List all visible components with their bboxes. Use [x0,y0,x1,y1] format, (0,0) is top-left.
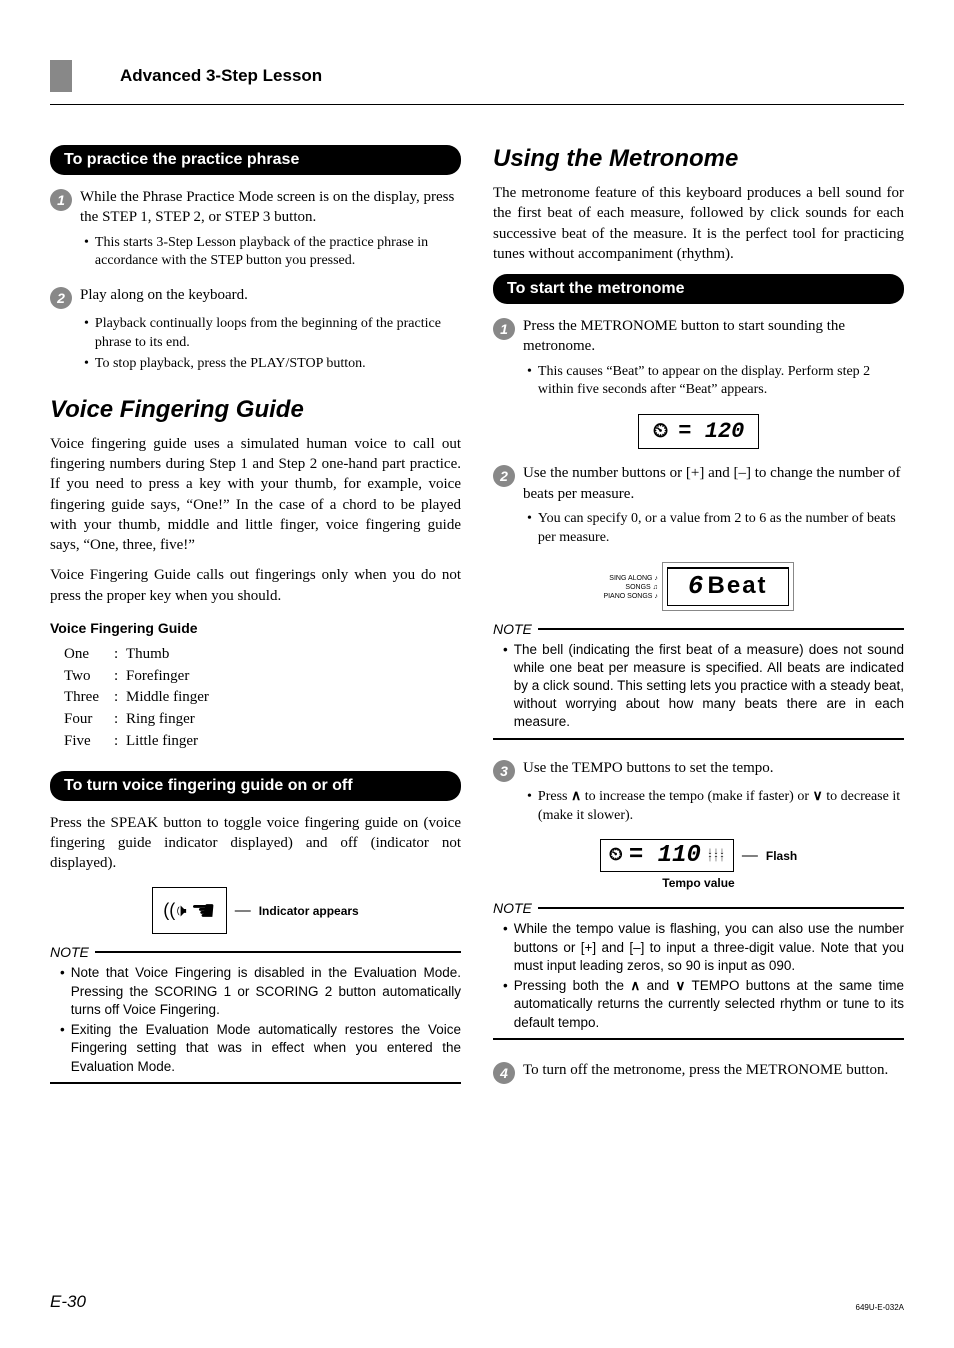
finger-row: One:Thumb [64,644,461,666]
page-header: Advanced 3-Step Lesson [50,60,904,105]
step-badge-4: 4 [493,1062,515,1084]
note-item: Note that Voice Fingering is disabled in… [60,964,461,1019]
indicator-box: ((🕩 ☚ [152,887,226,934]
step-badge-2: 2 [50,287,72,309]
vfg-para-2: Voice Fingering Guide calls out fingerin… [50,565,461,606]
finger-row: Three:Middle finger [64,687,461,709]
down-chevron-icon: ∨ [813,789,823,804]
finger-row: Two:Forefinger [64,666,461,688]
indicator-figure: ((🕩 ☚ — Indicator appears [50,887,461,934]
metro-step-2-bullet: You can specify 0, or a value from 2 to … [527,510,904,548]
metronome-heading: Using the Metronome [493,145,904,173]
page-number: E-30 [50,1292,86,1312]
note-block-left: NOTE Note that Voice Fingering is disabl… [50,944,461,1083]
up-chevron-icon: ∧ [630,978,640,993]
metronome-icon: ⏲ [609,845,623,866]
page-footer: E-30 649U-E-032A [50,1292,904,1312]
section-pill-start-metronome: To start the metronome [493,274,904,304]
metronome-para: The metronome feature of this keyboard p… [493,183,904,264]
step-badge-1: 1 [50,189,72,211]
metro-step-2: Use the number buttons or [+] and [–] to… [523,463,904,504]
metronome-value: = 120 [678,419,744,444]
step-2-bullet-2: To stop playback, press the PLAY/STOP bu… [84,355,461,374]
beat-side-labels: SING ALONG ♪SONGS ♫PIANO SONGS ♪ [603,574,657,601]
figure-pointer-line: — [742,847,758,865]
vfg-para-1: Voice fingering guide uses a simulated h… [50,434,461,556]
document-id: 649U-E-032A [856,1303,904,1312]
finger-row: Four:Ring finger [64,709,461,731]
metro-step-1: Press the METRONOME button to start soun… [523,316,904,357]
vfg-toggle-para: Press the SPEAK button to toggle voice f… [50,813,461,874]
voice-fingering-heading: Voice Fingering Guide [50,396,461,424]
indicator-label: Indicator appears [259,904,359,918]
note-item: The bell (indicating the first beat of a… [503,641,904,732]
metro-step-1-bullet: This causes “Beat” to appear on the disp… [527,363,904,401]
header-title: Advanced 3-Step Lesson [120,60,904,86]
step-badge-1: 1 [493,318,515,340]
note-block-right-b: NOTE While the tempo value is flashing, … [493,900,904,1039]
down-chevron-icon: ∨ [675,978,685,993]
section-pill-practice-phrase: To practice the practice phrase [50,145,461,175]
speaker-icon: ((🕩 [163,900,186,921]
note-item: Pressing both the ∧ and ∨ TEMPO buttons … [503,977,904,1032]
note-item: Exiting the Evaluation Mode automaticall… [60,1021,461,1076]
metro-step-3-bullet: Press ∧ to increase the tempo (make if f… [527,788,904,826]
step-badge-3: 3 [493,760,515,782]
section-pill-vfg-toggle: To turn voice fingering guide on or off [50,771,461,801]
hand-icon: ☚ [191,894,216,927]
tempo-display-figure: ⏲ = 110 ↓↓↓↑↑↑ — Flash [493,839,904,872]
note-item: While the tempo value is flashing, you c… [503,920,904,975]
note-heading: NOTE [50,944,89,960]
note-heading: NOTE [493,621,532,637]
step-2-bullet-1: Playback continually loops from the begi… [84,315,461,353]
beat-display-figure: SING ALONG ♪SONGS ♫PIANO SONGS ♪ 6 Beat [493,562,904,611]
tempo-caption: Tempo value [493,876,904,890]
note-block-right-a: NOTE The bell (indicating the first beat… [493,621,904,740]
step-1-text: While the Phrase Practice Mode screen is… [80,187,461,228]
beat-word: Beat [708,572,768,600]
corner-decoration [50,60,72,92]
right-column: Using the Metronome The metronome featur… [493,145,904,1090]
metro-step-3: Use the TEMPO buttons to set the tempo. [523,758,774,778]
flash-label: Flash [766,849,797,863]
tempo-value: = 110 [629,842,701,869]
metronome-display-figure: ⏲ = 120 [493,414,904,449]
vfg-subhead: Voice Fingering Guide [50,620,461,636]
step-badge-2: 2 [493,465,515,487]
left-column: To practice the practice phrase 1 While … [50,145,461,1090]
step-1-bullet: This starts 3-Step Lesson playback of th… [84,234,461,272]
beat-number: 6 [688,571,704,601]
header-rule [50,104,904,105]
finger-table: One:Thumb Two:Forefinger Three:Middle fi… [64,644,461,753]
finger-row: Five:Little finger [64,731,461,753]
metro-step-4: To turn off the metronome, press the MET… [523,1060,888,1080]
metronome-icon: ⏲ [653,420,669,444]
step-2-text: Play along on the keyboard. [80,285,248,305]
up-chevron-icon: ∧ [571,789,581,804]
flash-arrows-icon: ↓↓↓↑↑↑ [707,849,725,863]
figure-pointer-line: — [235,902,251,920]
note-heading: NOTE [493,900,532,916]
